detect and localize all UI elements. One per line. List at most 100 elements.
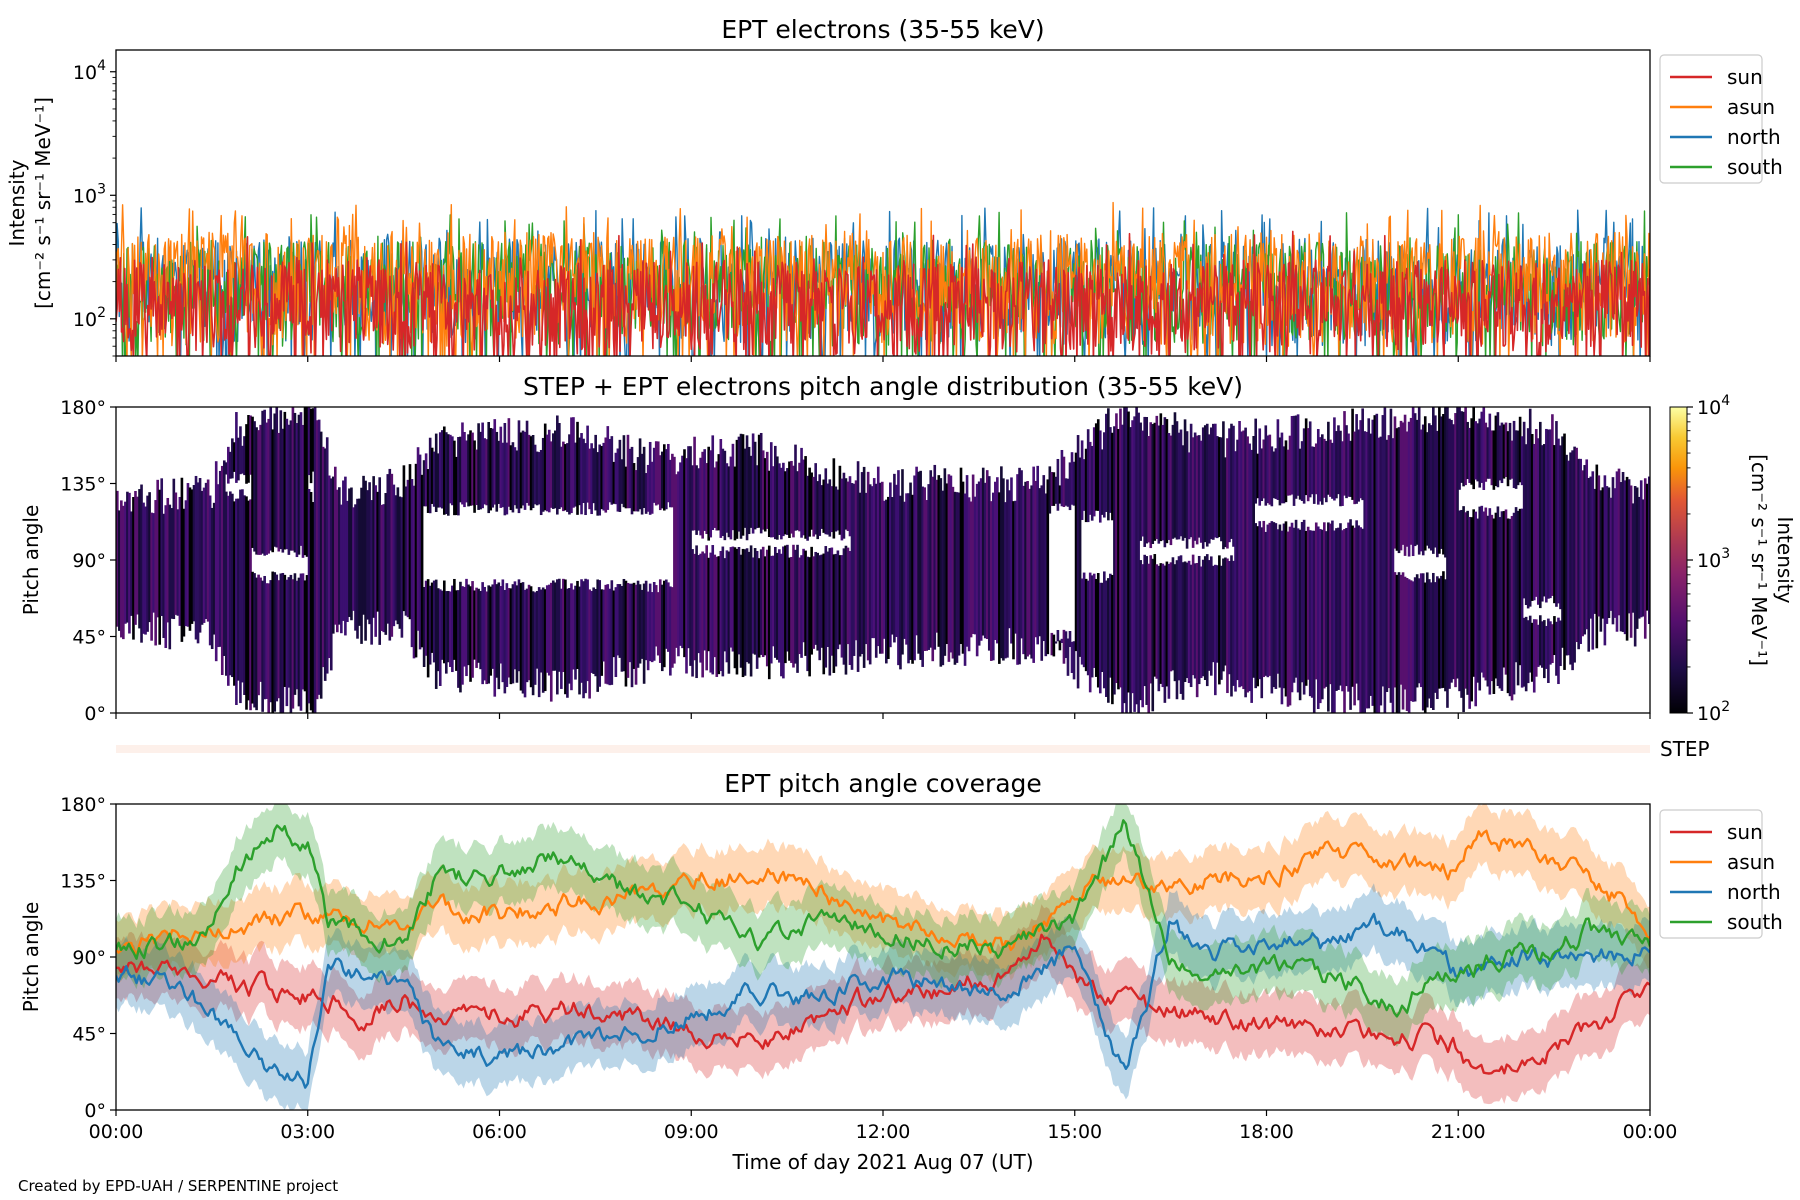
pad-cell [541, 437, 545, 512]
pad-x-ticks [115, 713, 1651, 719]
pad-cell [830, 486, 834, 533]
pad-cell [1318, 528, 1322, 704]
pad-cell [614, 587, 618, 678]
pad-cell [786, 544, 789, 652]
intensity-y-label: Intensity [5, 159, 29, 246]
pad-cell [650, 592, 654, 663]
pad-cell [495, 431, 499, 512]
pad-cell [646, 464, 650, 512]
pad-cell [1534, 429, 1538, 597]
pad-cell [1040, 485, 1044, 661]
pad-cell [1454, 413, 1457, 688]
pad-cell [1252, 435, 1255, 678]
pad-cell [1026, 481, 1029, 657]
pad-cell [701, 551, 704, 678]
pad-cell [638, 584, 642, 664]
pad-cell [130, 511, 133, 616]
pad-cell [374, 485, 377, 637]
pad-cell [741, 434, 745, 536]
pad-cell [1551, 414, 1554, 596]
pad-cell [1238, 421, 1241, 688]
pad-cell [164, 505, 168, 649]
pad-cell [953, 491, 957, 665]
pad-cell [665, 449, 668, 510]
pad-cell [840, 478, 844, 541]
pad-cell [1304, 418, 1308, 496]
pad-cell [247, 415, 250, 483]
pad-cell [1052, 472, 1056, 506]
pad-cell [1220, 437, 1223, 542]
pad-cell [231, 438, 234, 479]
pad-cell [574, 585, 577, 680]
pad-cell [612, 590, 616, 658]
pad-cell [208, 495, 212, 646]
pad-cell [1030, 485, 1033, 659]
pad-cell [1169, 562, 1173, 672]
pad-cell [868, 484, 872, 665]
pad-cell [428, 437, 432, 514]
pad-cell [1399, 574, 1403, 685]
pad-cell [606, 426, 610, 510]
pad-cell [1062, 456, 1066, 508]
pad-cell [521, 582, 525, 694]
pad-cell [1446, 407, 1449, 708]
pad-cell [808, 557, 811, 677]
pad-cell [959, 467, 963, 645]
pad-cell [279, 573, 283, 713]
pad-cell [485, 439, 488, 506]
pad-cell [1262, 520, 1266, 678]
pad-cell [701, 451, 704, 539]
pad-cell [1145, 556, 1149, 705]
pad-cell [156, 479, 159, 618]
pad-cell [771, 466, 775, 538]
pad-cell [321, 446, 325, 668]
pad-cell [899, 495, 902, 670]
pad-cell [493, 579, 497, 697]
pad-cell [733, 547, 737, 669]
pad-cell [477, 423, 480, 510]
pad-cell [455, 590, 458, 671]
pad-cell [761, 546, 765, 658]
pad-cell [1462, 411, 1465, 487]
pad-cell [317, 419, 321, 695]
pad-cell [989, 501, 993, 661]
pad-cell [610, 580, 614, 685]
pad-cell [864, 492, 868, 645]
pad-cell [1530, 622, 1534, 682]
pad-cell [1597, 475, 1601, 617]
pad-cell [705, 545, 708, 671]
pad-cell [665, 579, 668, 649]
pad-cell [1524, 444, 1528, 606]
pad-cell [269, 407, 273, 551]
pad-cell [786, 468, 789, 535]
pad-cell [1278, 524, 1282, 688]
pad-cell [909, 482, 912, 660]
pad-cell [889, 482, 892, 648]
pad-cell [947, 474, 951, 662]
pad-cell [1438, 578, 1441, 689]
pad-cell [1393, 416, 1397, 549]
pad-cell [549, 441, 553, 508]
coverage-plot-area [116, 804, 1650, 1110]
pad-cell [707, 557, 711, 652]
pad-cell [1147, 436, 1151, 543]
pad-cell [1280, 432, 1284, 504]
pad-cell [1345, 527, 1348, 687]
pad-cell [971, 474, 975, 634]
pad-cell [679, 462, 682, 646]
pad-cell [1282, 523, 1286, 689]
pad-cell [1419, 429, 1423, 552]
pad-cell [132, 497, 135, 640]
pad-cell [1557, 617, 1560, 685]
pad-cell [1276, 419, 1280, 500]
pad-cell [652, 447, 656, 503]
pad-cell [537, 587, 541, 698]
pad-cell [1066, 478, 1070, 507]
pad-cell [895, 484, 898, 637]
pad-cell [1361, 528, 1364, 713]
pad-cell [1534, 619, 1538, 677]
pad-cell [658, 455, 662, 511]
pad-cell [893, 473, 896, 643]
pad-cell [1195, 435, 1199, 545]
pad-cell [281, 572, 285, 713]
